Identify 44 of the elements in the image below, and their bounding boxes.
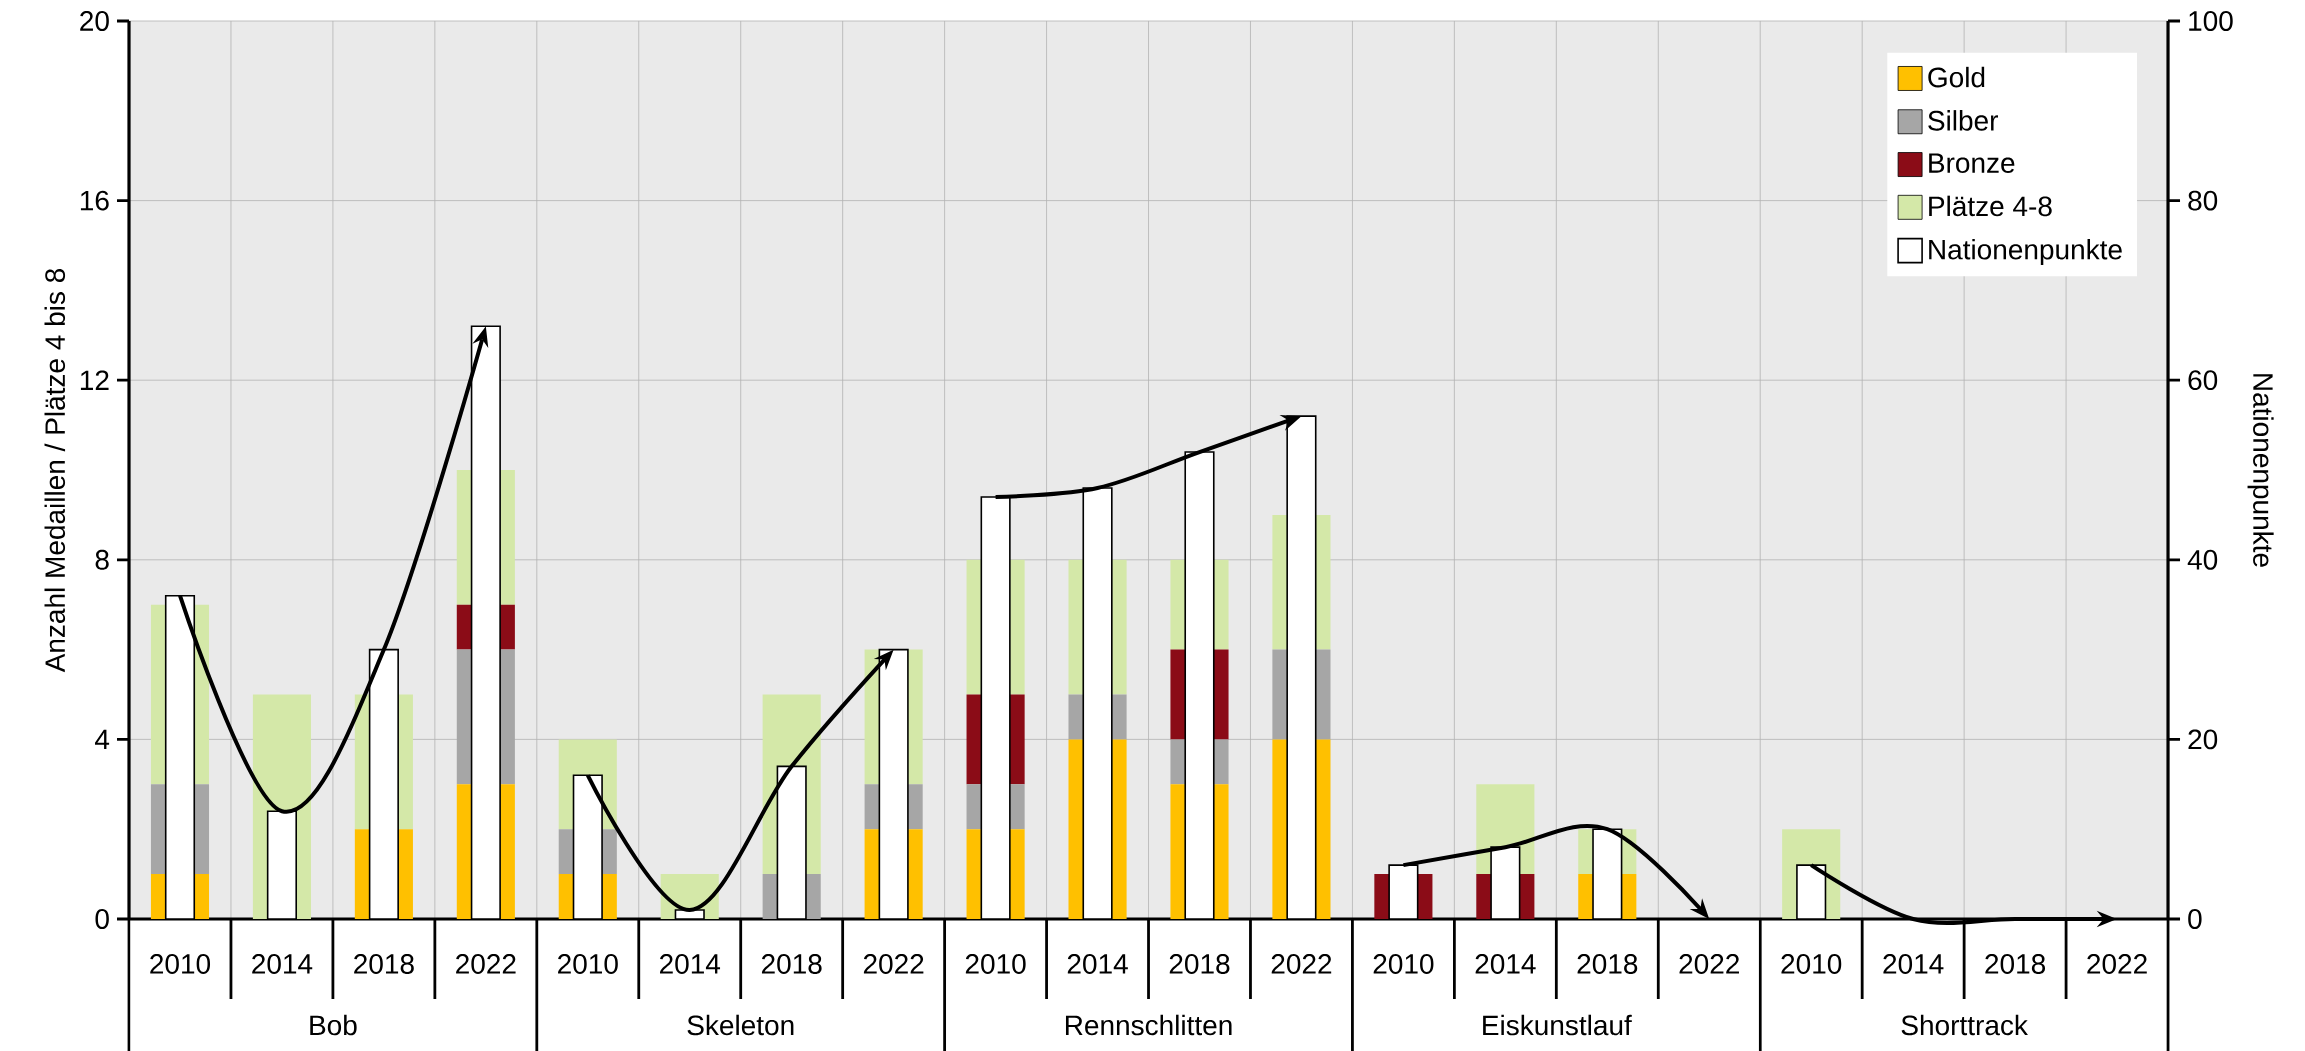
x-tick-label: 2022 <box>2087 954 2147 974</box>
y2-axis-title: Nationenpunkte <box>2247 374 2274 567</box>
legend-label: Plätze 4-8 <box>1929 195 2052 217</box>
text: Rennschlitten <box>1065 1014 1232 1036</box>
x-tick-label: 2010 <box>558 954 618 974</box>
legend-label: Silber <box>1928 110 1999 131</box>
text: Skeleton <box>687 1014 794 1036</box>
y2-tick-label: 20 <box>2188 729 2218 750</box>
y2-tick-label: 60 <box>2188 370 2218 391</box>
x-tick-label: 2022 <box>456 954 516 974</box>
y-tick-label: 0 <box>95 909 109 929</box>
x-tick-label: 2010 <box>1781 954 1842 974</box>
x-tick-label: 2014 <box>252 954 313 974</box>
x-tick-label: 2010 <box>150 954 211 974</box>
text: Eiskunstlauf <box>1483 1014 1632 1036</box>
x-tick-label: 2018 <box>354 954 414 974</box>
y2-tick-label: 0 <box>2188 909 2202 929</box>
legend-label: Gold <box>1928 66 1985 88</box>
legend-label: Nationenpunkte <box>1929 238 2122 266</box>
y-tick-label: 12 <box>80 370 109 390</box>
y2-tick-label: 80 <box>2188 190 2218 211</box>
x-tick-label: 2018 <box>1169 954 1230 974</box>
x-tick-label: 2010 <box>1373 954 1434 974</box>
x-tick-label: 2022 <box>1271 954 1332 974</box>
x-tick-label: 2014 <box>660 954 721 974</box>
y2-tick-label: 100 <box>2189 11 2233 31</box>
x-tick-label: 2014 <box>1475 954 1536 974</box>
y-tick-label: 4 <box>95 729 110 750</box>
x-tick-label: 2018 <box>761 954 822 974</box>
y2-tick-label: 40 <box>2187 549 2218 570</box>
text: Bob <box>310 1014 357 1036</box>
text: Shorttrack <box>1901 1014 2028 1036</box>
x-tick-label: 2018 <box>1577 954 1638 974</box>
x-tick-label: 2022 <box>863 954 924 974</box>
x-tick-label: 2022 <box>1679 954 1739 974</box>
legend-label: Bronze <box>1929 153 2015 173</box>
y-tick-label: 20 <box>80 11 109 31</box>
x-tick-label: 2014 <box>1883 954 1944 974</box>
y-axis-title: Anzahl Medaillen / Plätze 4 bis 8 <box>44 268 66 673</box>
x-tick-label: 2010 <box>965 954 1026 974</box>
x-tick-label: 2018 <box>1985 954 2046 974</box>
x-tick-label: 2014 <box>1067 954 1128 974</box>
y-tick-label: 8 <box>95 549 109 570</box>
y-tick-label: 16 <box>80 190 109 211</box>
